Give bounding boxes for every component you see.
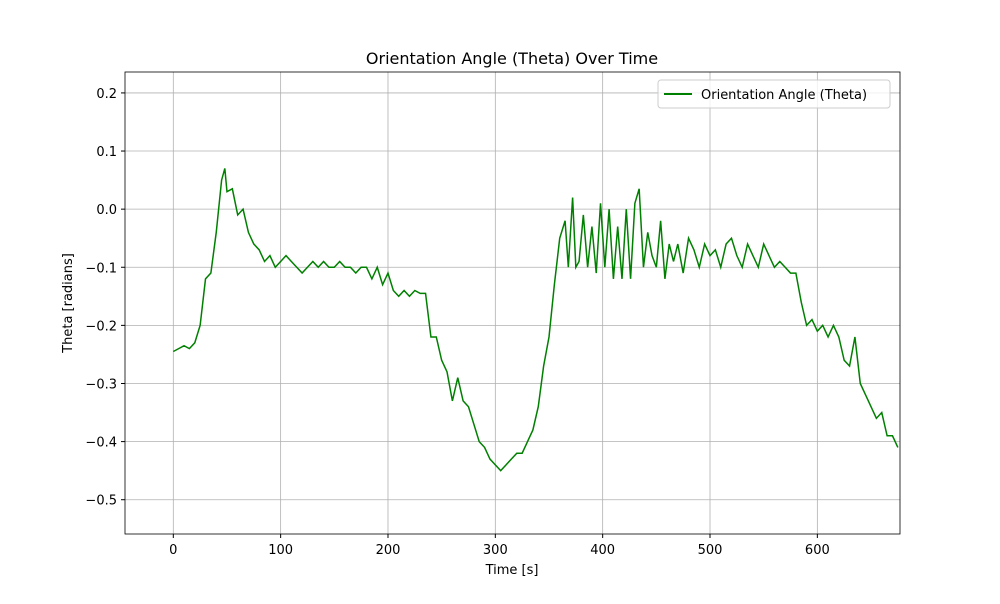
x-tick-label: 600 [805, 543, 830, 558]
y-tick-label: 0.2 [96, 87, 117, 102]
y-tick-label: −0.1 [85, 261, 117, 276]
y-axis-label: Theta [radians] [61, 253, 76, 354]
x-tick-label: 0 [169, 543, 177, 558]
y-tick-label: −0.5 [85, 494, 117, 509]
x-tick-label: 300 [483, 543, 508, 558]
x-tick-label: 400 [590, 543, 615, 558]
chart-title: Orientation Angle (Theta) Over Time [366, 49, 658, 68]
y-tick-label: −0.2 [85, 319, 117, 334]
y-tick-label: 0.1 [96, 145, 117, 160]
data-line [172, 168, 899, 472]
legend-box [657, 79, 891, 109]
y-tick-label: 0.0 [96, 203, 117, 218]
x-axis-label: Time [s] [485, 563, 539, 578]
y-tick-label: −0.3 [85, 377, 117, 392]
y-tick-label: −0.4 [85, 436, 117, 451]
x-tick-label: 200 [376, 543, 401, 558]
x-tick-label: 100 [268, 543, 293, 558]
legend-label: Orientation Angle (Theta) [701, 88, 867, 103]
plot-frame [124, 71, 901, 535]
x-tick-label: 500 [698, 543, 723, 558]
